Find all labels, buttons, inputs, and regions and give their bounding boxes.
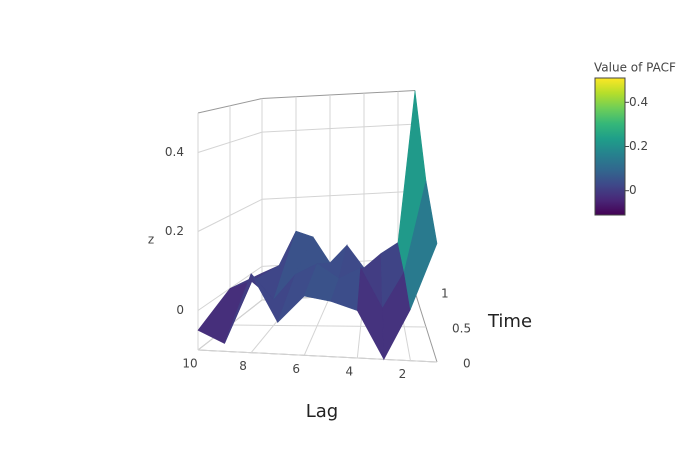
colorbar-title: Value of PACF xyxy=(594,61,676,75)
box-edge xyxy=(261,90,416,100)
y-tick-label: 0.5 xyxy=(452,322,471,336)
grid-line xyxy=(261,123,416,133)
y-axis-title: Time xyxy=(487,311,532,332)
surface-patch xyxy=(403,180,438,311)
colorbar-tick-label: 0.2 xyxy=(629,139,648,153)
z-tick-label: 0.4 xyxy=(165,145,184,159)
x-tick-label: 4 xyxy=(346,365,354,379)
grid-line xyxy=(197,349,438,363)
x-axis-title: Lag xyxy=(306,401,338,422)
colorbar xyxy=(594,77,626,216)
grid-line xyxy=(261,190,416,200)
grid-line xyxy=(197,131,263,153)
y-tick-label: 1 xyxy=(441,287,449,301)
surface-patch xyxy=(197,280,253,344)
grid-line xyxy=(197,198,263,232)
z-tick-label: 0.2 xyxy=(165,224,184,238)
x-tick-label: 10 xyxy=(182,357,197,371)
colorbar-tick-label: 0.4 xyxy=(629,95,648,109)
x-tick-label: 2 xyxy=(399,367,407,381)
x-tick-label: 6 xyxy=(292,362,300,376)
z-axis-title: z xyxy=(148,233,154,247)
z-tick-label: 0 xyxy=(176,303,184,317)
colorbar-tick-label: 0 xyxy=(629,183,637,197)
y-tick-label: 0 xyxy=(463,357,471,371)
x-tick-label: 8 xyxy=(239,359,247,373)
